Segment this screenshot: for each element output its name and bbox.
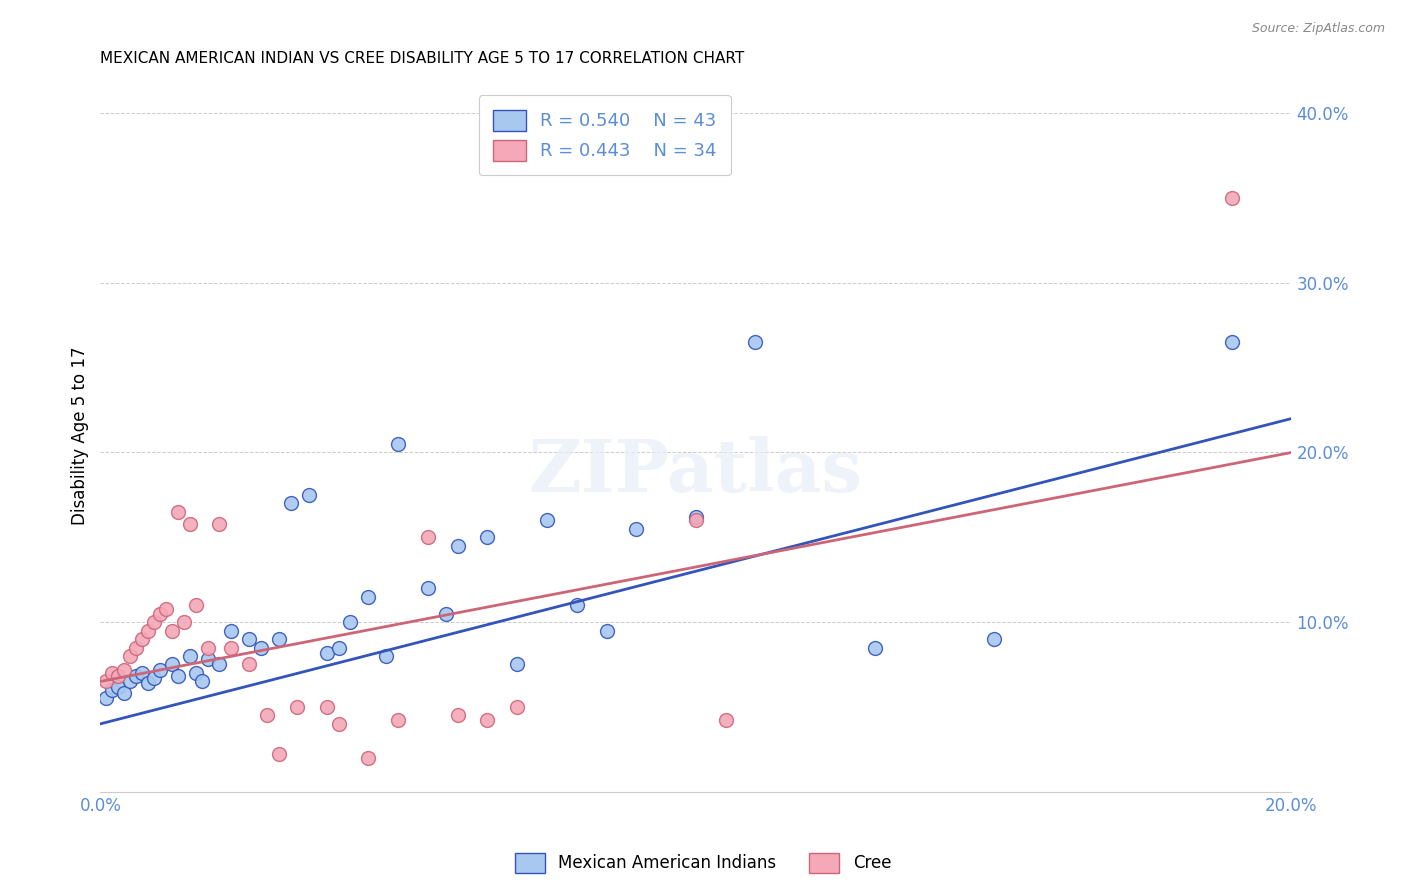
Point [142,671,165,685]
Point [125,669,148,683]
Point [238,657,260,672]
Point [250,640,273,655]
Point [142,615,165,629]
Point [107,680,129,694]
Point [1220,335,1243,350]
Point [267,747,290,762]
Point [416,530,439,544]
Point [506,699,529,714]
Point [96,674,118,689]
Point [357,751,380,765]
Point [184,665,207,680]
Point [685,513,707,527]
Point [477,530,499,544]
Point [125,640,148,655]
Point [477,714,499,728]
Point [112,663,135,677]
Point [179,648,201,663]
Point [160,624,183,638]
Point [626,522,648,536]
Point [595,624,617,638]
Point [120,648,142,663]
Point [155,601,177,615]
Point [197,640,219,655]
Point [112,686,135,700]
Text: ZIPatlas: ZIPatlas [529,435,863,507]
Point [131,665,153,680]
Point [536,513,558,527]
Point [197,652,219,666]
Point [221,640,243,655]
Point [221,624,243,638]
Point [714,714,737,728]
Point [387,437,409,451]
Point [238,632,260,646]
Point [184,598,207,612]
Point [280,496,302,510]
Point [101,665,124,680]
Point [136,624,159,638]
Point [983,632,1005,646]
Point [506,657,529,672]
Point [565,598,588,612]
Point [863,640,886,655]
Point [744,335,766,350]
Point [375,648,398,663]
Point [434,607,457,621]
Point [131,632,153,646]
Point [166,669,188,683]
Point [1220,191,1243,205]
Point [160,657,183,672]
Point [447,708,470,723]
Point [96,691,118,706]
Point [190,674,212,689]
Point [149,663,172,677]
Point [166,505,188,519]
Point [387,714,409,728]
Point [315,646,337,660]
Point [208,657,231,672]
Point [315,699,337,714]
Point [685,510,707,524]
Point [136,676,159,690]
Point [357,590,380,604]
Text: MEXICAN AMERICAN INDIAN VS CREE DISABILITY AGE 5 TO 17 CORRELATION CHART: MEXICAN AMERICAN INDIAN VS CREE DISABILI… [100,51,745,66]
Point [107,669,129,683]
Point [328,716,350,731]
Point [298,488,321,502]
Point [285,699,308,714]
Point [339,615,361,629]
Legend: R = 0.540    N = 43, R = 0.443    N = 34: R = 0.540 N = 43, R = 0.443 N = 34 [478,95,731,175]
Point [447,539,470,553]
Point [267,632,290,646]
Text: Source: ZipAtlas.com: Source: ZipAtlas.com [1251,22,1385,36]
Point [416,581,439,595]
Point [173,615,195,629]
Point [328,640,350,655]
Point [179,516,201,531]
Point [101,682,124,697]
Point [149,607,172,621]
Point [120,674,142,689]
Y-axis label: Disability Age 5 to 17: Disability Age 5 to 17 [72,346,89,524]
Point [208,516,231,531]
Legend: Mexican American Indians, Cree: Mexican American Indians, Cree [508,847,898,880]
Point [256,708,278,723]
